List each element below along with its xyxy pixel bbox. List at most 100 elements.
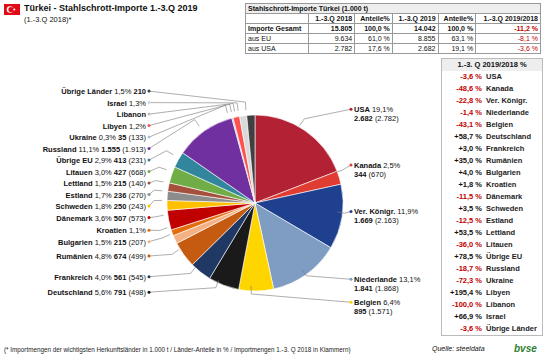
svg-text:Russland 11,1% 1.555 (1.913): Russland 11,1% 1.555 (1.913) bbox=[43, 145, 147, 154]
html-text:Anteile%: Anteile% bbox=[360, 15, 390, 22]
html-text:-3,6 %: -3,6 % bbox=[517, 45, 538, 52]
svg-text:Schweden 1,8% 250 (243): Schweden 1,8% 250 (243) bbox=[55, 202, 146, 211]
svg-text:Übrige EU 2,9% 413 (231): Übrige EU 2,9% 413 (231) bbox=[56, 156, 146, 165]
html-text:+78,5 %: +78,5 % bbox=[454, 252, 482, 261]
html-text:-22,8 %: -22,8 % bbox=[456, 96, 482, 105]
svg-text:2.682 (2.782): 2.682 (2.782) bbox=[354, 114, 399, 123]
html-text:-36,0 %: -36,0 % bbox=[456, 240, 482, 249]
html-text:Libanon: Libanon bbox=[486, 300, 516, 309]
svg-text:Übrige Länder 1,5% 210: Übrige Länder 1,5% 210 bbox=[61, 87, 146, 96]
html-text:100,0 %: 100,0 % bbox=[364, 25, 390, 32]
html-text:14.042: 14.042 bbox=[414, 25, 436, 32]
html-text:Israel: Israel bbox=[486, 312, 506, 321]
html-text:9.634: 9.634 bbox=[334, 35, 353, 42]
svg-text:Ukraine 0,3% 35 (133): Ukraine 0,3% 35 (133) bbox=[69, 133, 146, 142]
html-text:+53,5 %: +53,5 % bbox=[454, 228, 482, 237]
html-text:+3,5 %: +3,5 % bbox=[458, 204, 482, 213]
svg-text:Litauen 3,0% 427 (668): Litauen 3,0% 427 (668) bbox=[66, 168, 147, 177]
html-text:17,6 %: 17,6 % bbox=[368, 45, 390, 52]
html-text:19,1 %: 19,1 % bbox=[451, 45, 474, 52]
html-text:-72,3 %: -72,3 % bbox=[456, 276, 482, 285]
html-text:-11,2 %: -11,2 % bbox=[514, 25, 538, 32]
html-text:+1,8 %: +1,8 % bbox=[458, 180, 482, 189]
html-text:-8,1 %: -8,1 % bbox=[517, 35, 538, 42]
html-text:-3,6 %: -3,6 % bbox=[460, 324, 482, 333]
html-text:+58,7 %: +58,7 % bbox=[454, 132, 482, 141]
html-text:Kanada: Kanada bbox=[486, 84, 514, 93]
html-text:Libyen: Libyen bbox=[486, 288, 511, 297]
html-text:1.-3.Q 2018: 1.-3.Q 2018 bbox=[315, 15, 353, 22]
html-text:15.805: 15.805 bbox=[330, 25, 353, 32]
html-text:63,1 %: 63,1 % bbox=[451, 35, 474, 42]
svg-text:Libyen 1,2%: Libyen 1,2% bbox=[103, 122, 147, 131]
html-text:2.782: 2.782 bbox=[334, 45, 353, 52]
html-text:+66,9 %: +66,9 % bbox=[454, 312, 482, 321]
html-text:Russland: Russland bbox=[486, 264, 520, 273]
html-text:Übrige Länder: Übrige Länder bbox=[486, 324, 537, 333]
html-text:-43,1 %: -43,1 % bbox=[456, 120, 482, 129]
html-text:Rumänien: Rumänien bbox=[486, 156, 523, 165]
html-text:Dänemark: Dänemark bbox=[486, 192, 523, 201]
html-text:Anteile%: Anteile% bbox=[443, 15, 474, 22]
html-text:-11,5 %: -11,5 % bbox=[456, 192, 482, 201]
html-text:1.-3.Q 2019/2018: 1.-3.Q 2019/2018 bbox=[483, 15, 538, 22]
svg-text:USA 19,1%: USA 19,1% bbox=[354, 105, 394, 114]
html-text:(1.-3.Q 2018)*: (1.-3.Q 2018)* bbox=[24, 15, 72, 24]
html-text:Lettland: Lettland bbox=[486, 228, 516, 237]
html-text:Belgien: Belgien bbox=[486, 120, 514, 129]
html-text:Frankreich: Frankreich bbox=[486, 144, 525, 153]
svg-text:Libanon: Libanon bbox=[117, 110, 147, 119]
html-text:USA: USA bbox=[486, 72, 502, 81]
html-text:Kroatien: Kroatien bbox=[486, 180, 517, 189]
html-text:100,0 %: 100,0 % bbox=[447, 25, 474, 32]
html-text:Stahlschrott-Importe Türkei (1: Stahlschrott-Importe Türkei (1.000 t) bbox=[248, 5, 369, 12]
svg-text:344 (670): 344 (670) bbox=[354, 170, 387, 179]
html-text:-18,7 %: -18,7 % bbox=[456, 264, 482, 273]
html-text:Estland: Estland bbox=[486, 216, 514, 225]
html-text:Ukraine: Ukraine bbox=[486, 276, 514, 285]
svg-text:Kanada 2,5%: Kanada 2,5% bbox=[354, 161, 401, 170]
svg-text:Kroatien 1,1%: Kroatien 1,1% bbox=[96, 226, 146, 235]
html-text:-12,5 %: -12,5 % bbox=[456, 216, 482, 225]
svg-text:1.841 (1.868): 1.841 (1.868) bbox=[354, 284, 399, 293]
html-text:-1,4 %: -1,4 % bbox=[460, 108, 482, 117]
svg-text:Dänemark 3,6% 507 (573): Dänemark 3,6% 507 (573) bbox=[56, 214, 146, 223]
svg-text:Israel 1,3%: Israel 1,3% bbox=[107, 99, 146, 108]
html-text:8.855: 8.855 bbox=[418, 35, 436, 42]
html-text:Schweden: Schweden bbox=[486, 204, 524, 213]
html-text:1.-3. Q 2019/2018 %: 1.-3. Q 2019/2018 % bbox=[457, 60, 527, 69]
html-text:Ver. Königr.: Ver. Königr. bbox=[486, 96, 528, 105]
svg-text:Lettland 1,5% 215 (140): Lettland 1,5% 215 (140) bbox=[63, 179, 146, 188]
html-text:+195,4 %: +195,4 % bbox=[450, 288, 482, 297]
svg-text:Frankreich 4,0% 561 (545): Frankreich 4,0% 561 (545) bbox=[54, 273, 146, 282]
html-text:-48,6 %: -48,6 % bbox=[456, 84, 482, 93]
html-text:Deutschland: Deutschland bbox=[486, 132, 531, 141]
html-text:aus EU: aus EU bbox=[248, 35, 271, 42]
svg-text:Estland 1,7% 236 (270): Estland 1,7% 236 (270) bbox=[65, 191, 146, 200]
html-text:-3,6 %: -3,6 % bbox=[460, 72, 482, 81]
html-text:2.682: 2.682 bbox=[418, 45, 436, 52]
html-text:+3,0 %: +3,0 % bbox=[458, 144, 482, 153]
html-text:+35,0 %: +35,0 % bbox=[454, 156, 482, 165]
svg-text:1.669 (2.163): 1.669 (2.163) bbox=[354, 216, 399, 225]
html-text:61,0 %: 61,0 % bbox=[368, 35, 390, 42]
html-text:Bulgarien: Bulgarien bbox=[486, 168, 521, 177]
svg-text:Rumänien 4,8% 674 (499): Rumänien 4,8% 674 (499) bbox=[56, 252, 146, 261]
svg-text:Bulgarien 1,5% 215 (207): Bulgarien 1,5% 215 (207) bbox=[58, 238, 147, 247]
html-text:bvse: bvse bbox=[514, 343, 537, 354]
html-text:-100,0 %: -100,0 % bbox=[452, 300, 482, 309]
html-text:Importe Gesamt: Importe Gesamt bbox=[248, 25, 302, 32]
html-text:(* Importmengen der wichtigste: (* Importmengen der wichtigsten Herkunft… bbox=[4, 346, 351, 353]
html-text:Litauen: Litauen bbox=[486, 240, 513, 249]
svg-text:Ver. Königr. 11,9%: Ver. Königr. 11,9% bbox=[354, 207, 418, 216]
svg-text:Niederlande 13,1%: Niederlande 13,1% bbox=[354, 275, 421, 284]
svg-text:895 (1.571): 895 (1.571) bbox=[354, 307, 393, 316]
svg-text:Belgien 6,4%: Belgien 6,4% bbox=[354, 298, 401, 307]
html-text:Niederlande: Niederlande bbox=[486, 108, 529, 117]
html-text:+4,0 %: +4,0 % bbox=[458, 168, 482, 177]
html-text:aus USA: aus USA bbox=[248, 45, 276, 52]
html-text:1.-3.Q 2019: 1.-3.Q 2019 bbox=[398, 15, 436, 22]
html-text:Türkei - Stahlschrott-Importe: Türkei - Stahlschrott-Importe 1.-3.Q 201… bbox=[24, 3, 198, 13]
html-text:Übrige EU: Übrige EU bbox=[486, 252, 523, 261]
svg-text:Deutschland 5,6% 791 (498): Deutschland 5,6% 791 (498) bbox=[48, 288, 147, 297]
